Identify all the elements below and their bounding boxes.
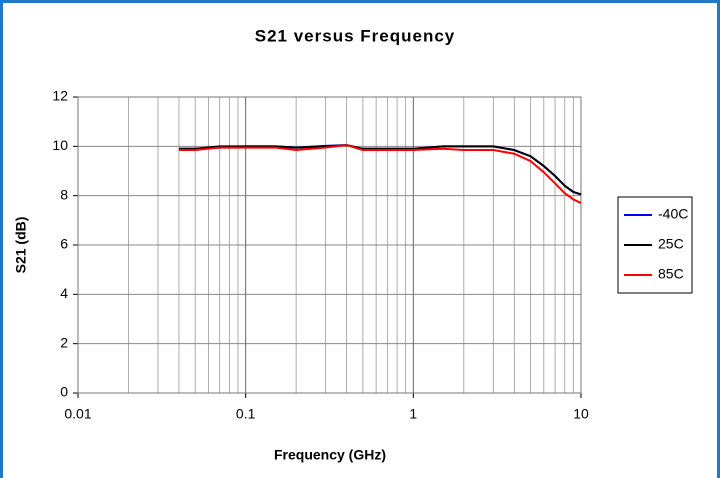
legend-label: -40C <box>658 206 688 222</box>
y-tick-label: 6 <box>60 236 68 252</box>
y-tick-label: 12 <box>52 88 68 104</box>
legend-label: 25C <box>658 236 684 252</box>
y-tick-label: 0 <box>60 384 68 400</box>
x-tick-label: 1 <box>409 406 417 422</box>
y-tick-label: 10 <box>52 137 68 153</box>
y-tick-label: 2 <box>60 334 68 350</box>
x-tick-label: 0.1 <box>236 406 256 422</box>
y-tick-label: 4 <box>60 285 68 301</box>
y-tick-label: 8 <box>60 186 68 202</box>
series-line <box>178 144 582 196</box>
legend-label: 85C <box>658 266 684 282</box>
x-axis-label: Frequency (GHz) <box>274 447 386 463</box>
x-tick-label: 10 <box>573 406 589 422</box>
plot-border <box>77 96 582 394</box>
chart-title: S21 versus Frequency <box>255 26 455 45</box>
x-tick-label: 0.01 <box>64 406 91 422</box>
y-axis-label: S21 (dB) <box>13 217 29 274</box>
series-line <box>178 144 582 204</box>
